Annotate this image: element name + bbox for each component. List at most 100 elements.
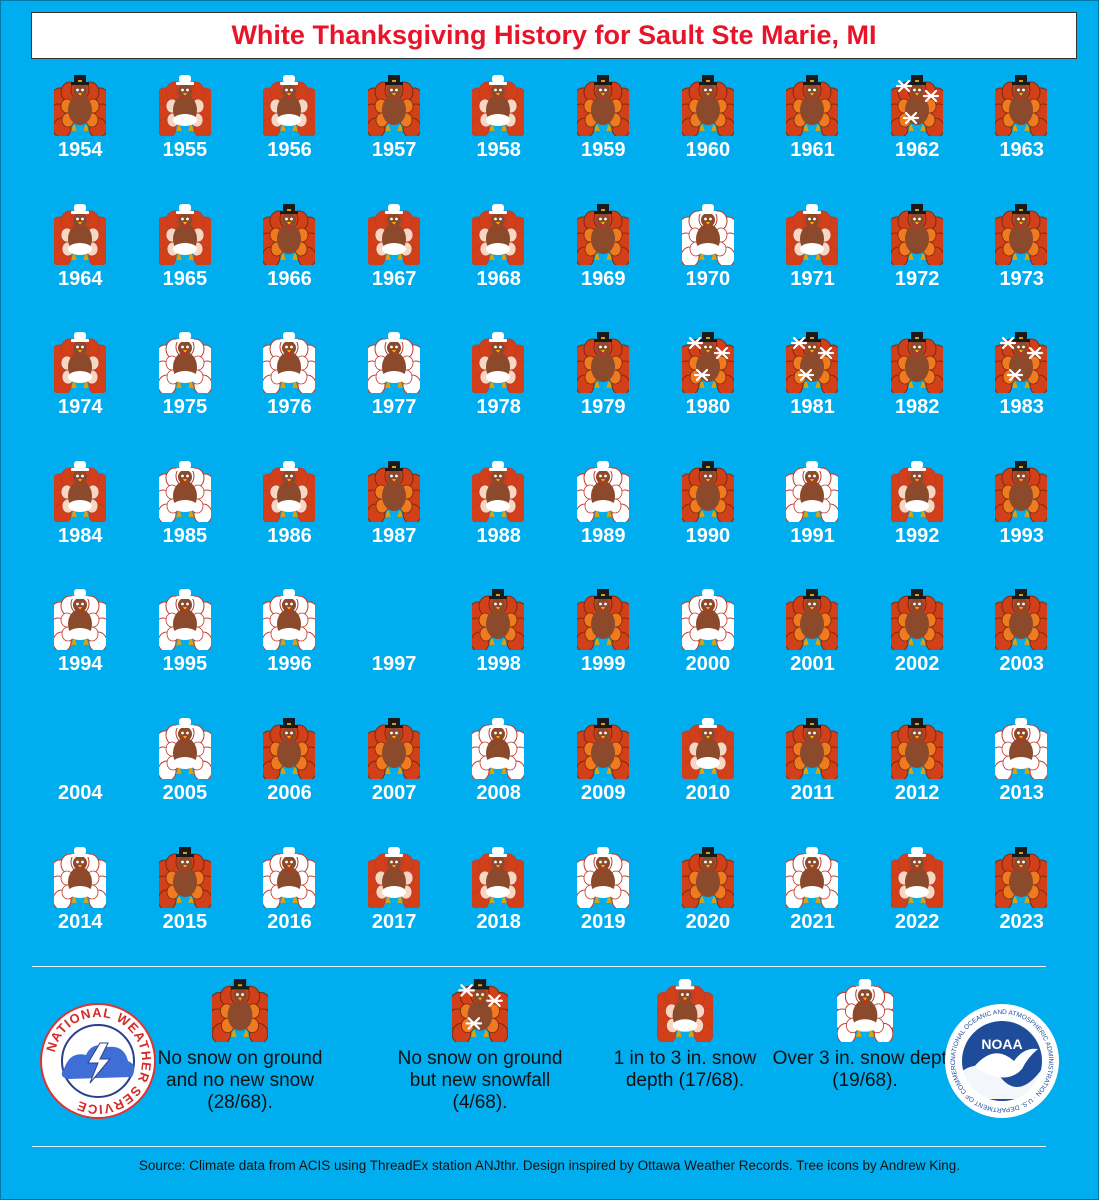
year-label: 2010 — [685, 782, 731, 804]
year-cell: 2018 — [446, 838, 551, 967]
turkey-none-icon — [676, 460, 740, 525]
year-label: 1994 — [58, 653, 103, 676]
year-label: 1993 — [999, 524, 1044, 547]
turkey-none-icon — [466, 588, 530, 653]
turkey-heavy-icon — [780, 846, 844, 911]
turkey-none-icon — [885, 331, 949, 396]
turkey-heavy-icon — [362, 331, 426, 396]
year-label: 2007 — [371, 782, 417, 804]
year-cell: 2014 — [28, 838, 133, 967]
turkey-heavy-icon — [571, 846, 635, 911]
turkey-heavy-icon — [153, 717, 217, 782]
turkey-none-icon — [989, 74, 1053, 139]
turkey-light-icon — [780, 203, 844, 268]
year-label: 1956 — [267, 139, 312, 161]
year-cell: 2008 — [446, 709, 551, 838]
turkey-heavy-icon — [257, 588, 321, 653]
turkey-light-icon — [466, 460, 530, 525]
year-label: 1974 — [58, 396, 103, 419]
year-label: 2004 — [58, 782, 103, 804]
year-cell: 1957 — [342, 66, 447, 195]
turkey-light-icon — [652, 978, 718, 1045]
turkey-none-icon — [780, 717, 844, 782]
year-label: 1961 — [790, 139, 835, 161]
turkey-heavy-icon — [466, 717, 530, 782]
year-cell: 1971 — [760, 195, 865, 324]
page-title: White Thanksgiving History for Sault Ste… — [231, 20, 877, 50]
year-cell: 2002 — [865, 580, 970, 709]
year-label: 1984 — [58, 524, 103, 547]
turkey-light-icon — [257, 74, 321, 139]
turkey-light-icon — [885, 846, 949, 911]
turkey-none-icon — [676, 846, 740, 911]
turkey-heavy-icon — [257, 331, 321, 396]
year-cell: 2004 — [28, 709, 133, 838]
legend-top-divider — [32, 966, 1046, 967]
turkey-heavy-icon — [780, 460, 844, 525]
year-cell: 2013 — [969, 709, 1074, 838]
year-label: 2001 — [790, 653, 835, 676]
year-label: 1963 — [999, 139, 1044, 161]
turkey-none-icon — [780, 588, 844, 653]
turkey-light-icon — [676, 717, 740, 782]
noaa-center-text: NOAA — [981, 1036, 1022, 1052]
year-cell: 1979 — [551, 323, 656, 452]
year-cell: 2019 — [551, 838, 656, 967]
year-cell: 1965 — [133, 195, 238, 324]
year-grid: 1954 1955 1956 1957 1958 1959 1960 1961 1962 1963… — [28, 66, 1074, 946]
turkey-heavy-icon — [676, 203, 740, 268]
year-label: 1972 — [894, 267, 940, 290]
turkey-none-icon — [362, 717, 426, 782]
year-cell: 1990 — [656, 452, 761, 581]
year-cell: 1991 — [760, 452, 865, 581]
year-label: 2015 — [162, 910, 208, 933]
source-divider — [32, 1146, 1046, 1147]
year-label: 2003 — [999, 653, 1044, 676]
turkey-light-icon — [466, 74, 530, 139]
year-cell: 1968 — [446, 195, 551, 324]
year-label: 1969 — [581, 267, 626, 290]
turkey-none-icon — [989, 460, 1053, 525]
year-label: 2012 — [894, 782, 940, 804]
year-cell: 2012 — [865, 709, 970, 838]
year-label: 1964 — [58, 267, 103, 290]
turkey-new-icon — [676, 331, 740, 396]
year-label: 1989 — [581, 524, 626, 547]
turkey-new-icon — [447, 978, 513, 1045]
year-cell: 1985 — [133, 452, 238, 581]
year-label: 2000 — [685, 653, 731, 676]
turkey-heavy-icon — [832, 978, 898, 1045]
year-cell: 1964 — [28, 195, 133, 324]
year-cell: 1966 — [237, 195, 342, 324]
year-label: 2011 — [790, 782, 835, 804]
year-label: 1960 — [685, 139, 731, 161]
year-label: 2018 — [476, 910, 521, 933]
year-cell: 1960 — [656, 66, 761, 195]
turkey-light-icon — [885, 460, 949, 525]
year-cell: 1973 — [969, 195, 1074, 324]
year-label: 2023 — [999, 910, 1044, 933]
year-cell: 1980 — [656, 323, 761, 452]
turkey-light-icon — [362, 203, 426, 268]
year-label: 1981 — [790, 396, 835, 419]
year-label: 1992 — [894, 524, 940, 547]
year-label: 2014 — [58, 910, 103, 933]
turkey-light-icon — [153, 203, 217, 268]
year-cell: 2003 — [969, 580, 1074, 709]
year-label: 1958 — [476, 139, 521, 161]
turkey-none-icon — [885, 588, 949, 653]
source-note: Source: Climate data from ACIS using Thr… — [138, 1158, 961, 1173]
year-cell: 1969 — [551, 195, 656, 324]
year-label: 1954 — [58, 139, 103, 161]
turkey-none-icon — [362, 74, 426, 139]
turkey-none-icon — [571, 74, 635, 139]
turkey-none-icon — [780, 74, 844, 139]
year-cell: 1970 — [656, 195, 761, 324]
legend-label: No snow on ground but new snowfall (4/68… — [397, 1048, 563, 1113]
year-label: 1990 — [685, 524, 731, 547]
year-cell: 1978 — [446, 323, 551, 452]
year-cell: 1959 — [551, 66, 656, 195]
year-cell: 1987 — [342, 452, 447, 581]
turkey-heavy-icon — [153, 588, 217, 653]
year-cell: 1986 — [237, 452, 342, 581]
